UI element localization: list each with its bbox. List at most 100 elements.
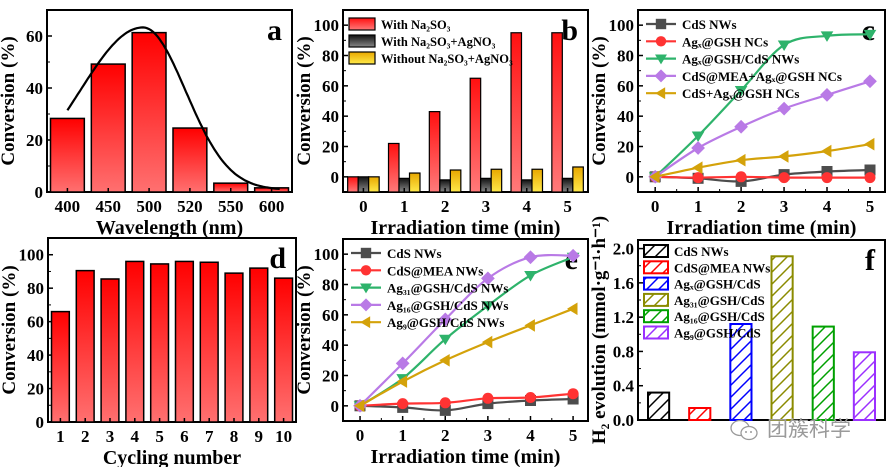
bar xyxy=(131,31,167,193)
legend-marker xyxy=(360,316,371,329)
legend-marker xyxy=(360,283,372,294)
watermark: 团簇科学 xyxy=(730,417,851,441)
data-point xyxy=(778,150,789,163)
x-tick-label: 5 xyxy=(563,197,572,216)
watermark-text: 团簇科学 xyxy=(767,417,851,441)
series-2 xyxy=(648,29,877,183)
y-tick-label: 60 xyxy=(26,27,43,46)
y-tick-label: 80 xyxy=(322,276,339,295)
data-point xyxy=(397,398,409,410)
legend-marker xyxy=(360,247,372,259)
data-point xyxy=(524,319,535,332)
y-tick-label: 20 xyxy=(26,131,43,150)
chart-panel-a: 0 20 40 60 a Conversion (%) Wavelength (nm) 400… xyxy=(0,9,293,239)
data-point xyxy=(649,170,660,184)
chart-panel-f: 0.0 0.4 0.8 1.2 1.6 2.0 f H₂ evolution (mmol·g⁻… xyxy=(589,216,886,444)
y-axis-label: Conversion (%) xyxy=(294,265,315,394)
bar xyxy=(387,142,400,193)
data-point xyxy=(567,302,578,316)
bar xyxy=(172,127,208,193)
y-tick-label: 60 xyxy=(322,306,339,325)
legend-label: CdS NWs xyxy=(387,246,442,261)
y-tick-label: 80 xyxy=(617,47,634,66)
legend-label: CdS@MEA NWs xyxy=(387,263,483,278)
legend: CdS NWs Agₓ@GSH NCs Agₓ@GSH/CdS NWs CdS@MEA… xyxy=(646,17,842,101)
data-point xyxy=(353,399,365,413)
x-tick-label: 4 xyxy=(526,426,535,445)
legend-swatch xyxy=(643,244,669,258)
data-point xyxy=(777,101,791,116)
data-point xyxy=(735,153,746,167)
panel-label: b xyxy=(561,14,578,47)
y-tick-label: 100 xyxy=(609,16,635,35)
data-point xyxy=(821,172,833,184)
x-tick-label: 6 xyxy=(180,427,189,446)
x-axis-label: Irradiation time (min) xyxy=(667,217,857,239)
series-1 xyxy=(354,388,579,412)
bar xyxy=(647,391,671,422)
y-tick-label: 100 xyxy=(19,246,45,265)
x-tick-label: 3 xyxy=(106,427,115,446)
bar xyxy=(688,407,712,421)
legend: CdS NWs CdS@MEA NWs Ag₃₁@GSH/CdS NWs Ag₁₆@G… xyxy=(351,246,508,330)
series-4 xyxy=(353,302,578,413)
data-point xyxy=(734,86,748,97)
y-tick-label: 40 xyxy=(322,107,339,126)
x-axis-label: Wavelength (nm) xyxy=(96,217,243,239)
x-axis-label: Irradiation time (min) xyxy=(371,217,561,239)
x-tick-label: 0 xyxy=(651,197,660,216)
legend-swatch xyxy=(348,34,376,48)
y-tick-label: 40 xyxy=(26,79,43,98)
legend-swatch xyxy=(643,292,669,307)
bar xyxy=(368,176,380,193)
legend-swatch xyxy=(643,276,669,291)
legend-label: Ag₃₁@GSH/CdS NWs xyxy=(387,281,508,296)
bar xyxy=(273,277,294,423)
x-tick-label: 600 xyxy=(259,197,285,216)
y-tick-label: 80 xyxy=(322,47,339,66)
series-4 xyxy=(649,137,875,184)
x-tick-label: 8 xyxy=(230,427,239,446)
data-point xyxy=(439,404,451,416)
legend-swatch xyxy=(643,309,669,324)
legend-label: With Na₂SO₃ xyxy=(381,18,451,32)
y-tick-label: 0 xyxy=(36,413,45,432)
x-tick-label: 2 xyxy=(737,197,746,216)
legend-label: Ag₉@GSH/CdS NWs xyxy=(387,315,505,330)
x-tick-label: 520 xyxy=(177,197,203,216)
x-tick-label: 5 xyxy=(866,197,875,216)
bar xyxy=(75,269,95,423)
legend-label: Ag₉@GSH/CdS xyxy=(674,326,761,341)
data-point xyxy=(481,301,495,312)
y-tick-label: 0 xyxy=(626,168,635,187)
x-tick-label: 450 xyxy=(96,197,122,216)
data-point xyxy=(692,161,703,175)
series-0 xyxy=(649,164,876,187)
data-point xyxy=(735,171,747,183)
data-point xyxy=(734,119,748,134)
y-tick-label: 80 xyxy=(27,279,44,298)
y-tick-label: 40 xyxy=(27,346,44,365)
y-tick-label: 20 xyxy=(322,367,339,386)
bar xyxy=(428,111,441,193)
y-tick-label: 0.4 xyxy=(613,377,635,396)
data-point xyxy=(863,137,875,151)
x-tick-label: 1 xyxy=(56,427,65,446)
legend-swatch xyxy=(643,260,669,275)
y-tick-label: 20 xyxy=(617,138,634,157)
chart-panel-d: 0 20 40 60 80 100 d Conversion (%) Cycling numbe… xyxy=(0,237,297,467)
x-tick-label: 7 xyxy=(205,427,214,446)
data-point xyxy=(566,248,580,263)
y-axis-label: Conversion (%) xyxy=(294,36,315,165)
legend-label: Ag₁₆@GSH/CdS xyxy=(674,309,765,324)
y-axis-label: Conversion (%) xyxy=(0,265,20,394)
legend-label: CdS NWs xyxy=(674,244,729,259)
x-tick-label: 2 xyxy=(441,426,450,445)
bar xyxy=(249,267,269,423)
data-point xyxy=(481,335,493,349)
plot-frame xyxy=(637,239,886,421)
x-tick-label: 2 xyxy=(441,197,450,216)
plot-frame xyxy=(47,237,297,423)
bar xyxy=(174,260,195,423)
